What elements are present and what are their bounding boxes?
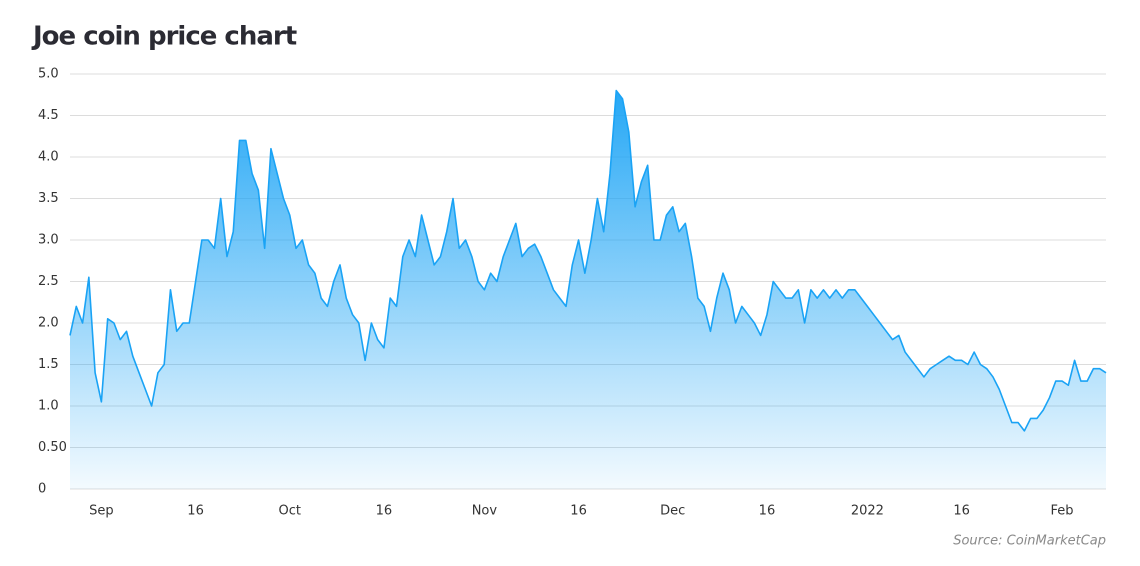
x-tick-label: 16 — [570, 504, 587, 519]
y-tick-label: 0 — [38, 482, 46, 497]
area — [70, 90, 1106, 489]
x-tick-label: Nov — [472, 504, 498, 519]
y-tick-label: 2.0 — [38, 316, 59, 331]
x-tick-label: 16 — [953, 504, 970, 519]
y-tick-label: 3.0 — [38, 233, 59, 248]
x-tick-label: Feb — [1051, 504, 1074, 519]
x-tick-label: Oct — [279, 504, 301, 519]
x-tick-label: 16 — [187, 504, 204, 519]
y-tick-label: 5.0 — [38, 67, 59, 82]
y-tick-label: 3.5 — [38, 191, 59, 206]
y-tick-label: 4.0 — [38, 150, 59, 165]
x-tick-label: 2022 — [851, 504, 884, 519]
source-note: Source: CoinMarketCap — [953, 534, 1106, 549]
x-tick-label: Dec — [660, 504, 685, 519]
x-tick-label: Sep — [89, 504, 114, 519]
y-tick-label: 4.5 — [38, 108, 59, 123]
x-tick-label: 16 — [759, 504, 776, 519]
y-tick-label: 2.5 — [38, 274, 59, 289]
y-tick-label: 0.50 — [38, 440, 67, 455]
y-tick-label: 1.5 — [38, 357, 59, 372]
price-line — [69, 89, 1107, 432]
chart-title: Joe coin price chart — [31, 22, 297, 52]
x-tick-label: 16 — [376, 504, 393, 519]
y-tick-label: 1.0 — [38, 399, 59, 414]
